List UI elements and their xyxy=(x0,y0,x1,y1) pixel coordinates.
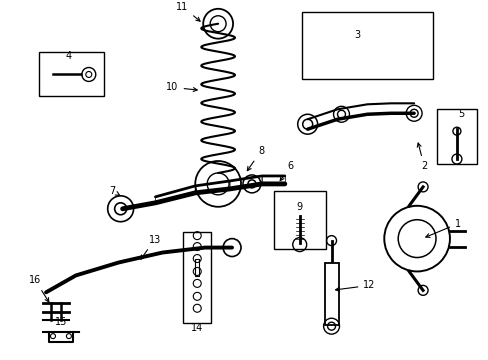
Text: 16: 16 xyxy=(29,275,49,302)
Text: 15: 15 xyxy=(55,317,67,327)
Text: 6: 6 xyxy=(280,161,293,181)
Text: 8: 8 xyxy=(247,146,264,171)
Bar xyxy=(39,51,103,96)
Bar xyxy=(273,191,325,248)
Bar xyxy=(195,258,199,276)
Text: 9: 9 xyxy=(296,202,302,212)
Bar xyxy=(436,109,476,164)
Text: 11: 11 xyxy=(176,2,200,21)
Text: 14: 14 xyxy=(191,323,203,333)
Text: 10: 10 xyxy=(166,82,197,93)
Bar xyxy=(183,231,211,323)
Text: 5: 5 xyxy=(457,109,463,119)
Text: 2: 2 xyxy=(416,143,427,171)
Bar xyxy=(301,12,432,80)
Polygon shape xyxy=(155,186,195,203)
Polygon shape xyxy=(262,176,284,184)
Text: 7: 7 xyxy=(108,186,120,196)
Text: 12: 12 xyxy=(335,280,375,291)
Polygon shape xyxy=(195,181,229,193)
Polygon shape xyxy=(229,176,262,189)
Text: 13: 13 xyxy=(141,235,161,259)
Bar xyxy=(324,264,338,325)
Text: 4: 4 xyxy=(66,50,72,60)
Text: 3: 3 xyxy=(354,30,360,40)
Text: 1: 1 xyxy=(425,219,460,237)
